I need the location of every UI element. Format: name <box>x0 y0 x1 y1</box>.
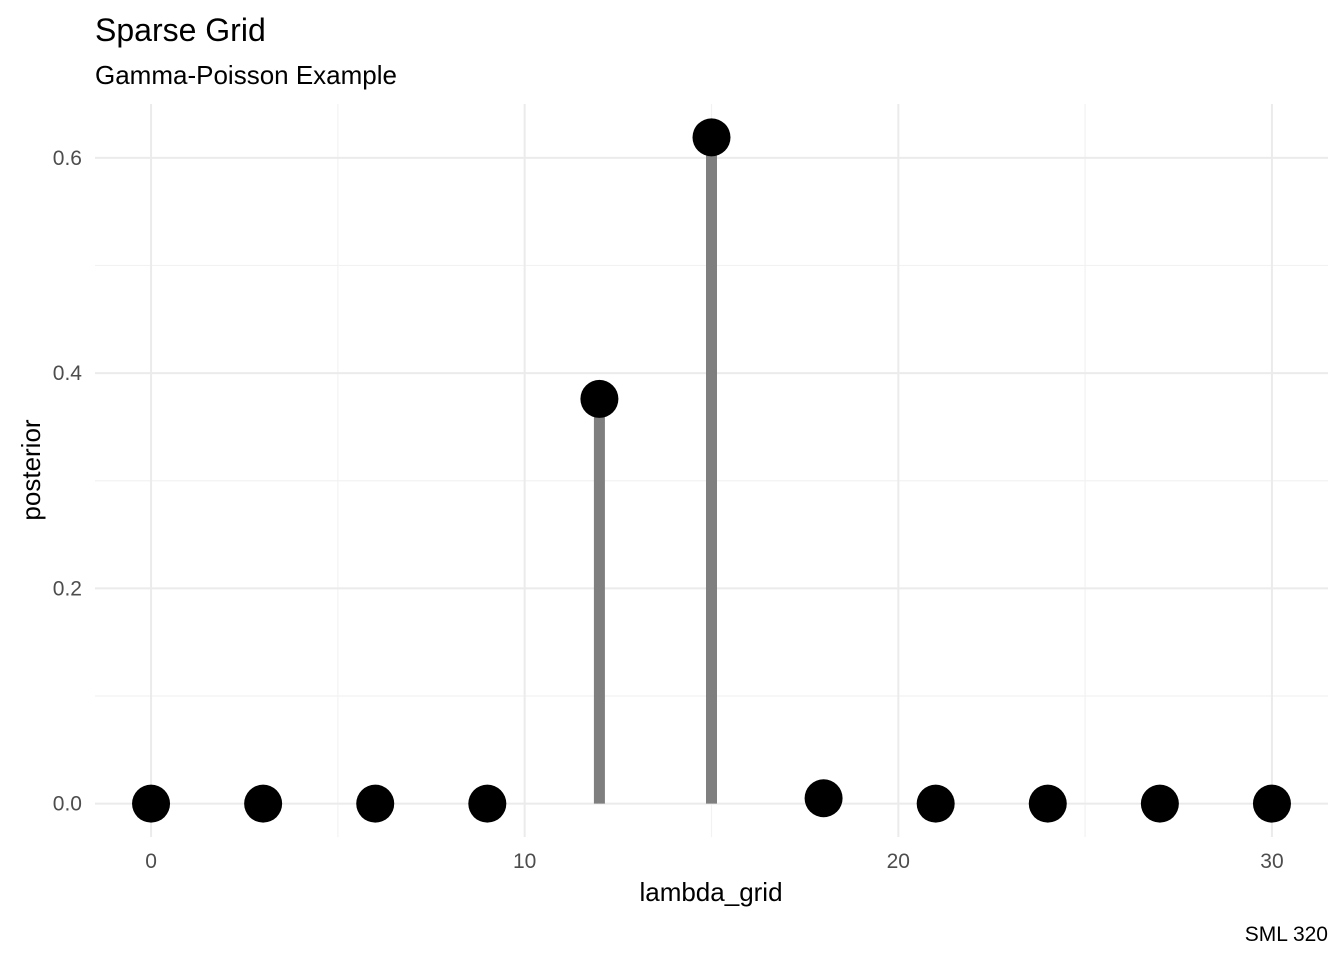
data-point <box>468 784 507 823</box>
chart-caption: SML 320 <box>1245 923 1328 946</box>
chart-title: Sparse Grid <box>95 12 266 48</box>
point-layer <box>132 118 1291 823</box>
y-tick-label: 0.6 <box>53 147 82 170</box>
data-point <box>356 784 395 823</box>
data-point <box>580 379 619 418</box>
data-point <box>804 779 843 818</box>
y-tick-label: 0.4 <box>53 362 83 385</box>
data-point <box>1252 784 1291 823</box>
x-tick-label: 0 <box>145 850 157 873</box>
x-tick-label: 20 <box>887 850 910 873</box>
x-tick-label: 30 <box>1260 850 1283 873</box>
chart-subtitle: Gamma-Poisson Example <box>95 60 397 90</box>
data-point <box>1028 784 1067 823</box>
x-tick-label: 10 <box>513 850 536 873</box>
data-point <box>916 784 955 823</box>
data-point <box>692 118 731 157</box>
y-tick-label: 0.2 <box>53 577 82 600</box>
x-tick-labels: 0 10 20 30 <box>145 850 1283 873</box>
y-tick-labels: 0.0 0.2 0.4 0.6 <box>53 147 83 816</box>
data-point <box>244 784 283 823</box>
y-axis-title: posterior <box>16 419 46 520</box>
data-point <box>1140 784 1179 823</box>
y-tick-label: 0.0 <box>53 793 82 816</box>
data-point <box>132 784 171 823</box>
stem-layer <box>593 137 717 804</box>
x-axis-title: lambda_grid <box>639 877 782 907</box>
